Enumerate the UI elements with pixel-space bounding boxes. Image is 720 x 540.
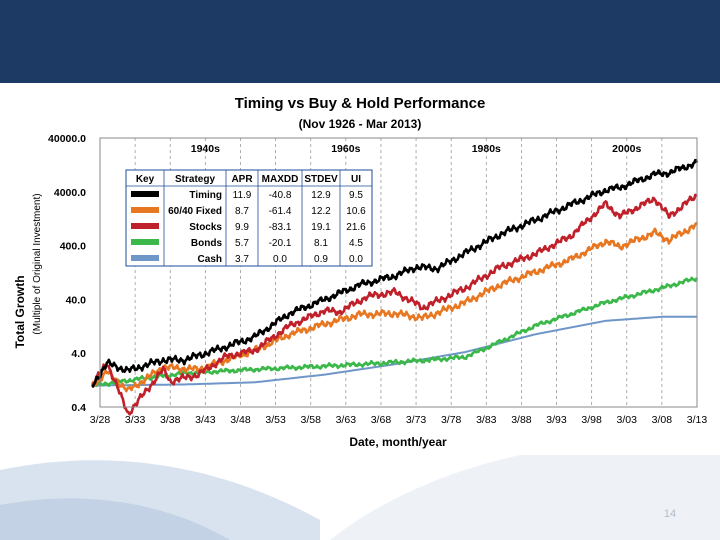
- legend-value-cell: -83.1: [269, 222, 292, 233]
- slide-header-band: [0, 0, 720, 83]
- x-tick-label: 3/98: [581, 414, 602, 426]
- legend-strategy-cell: Stocks: [189, 222, 222, 233]
- y-tick-label: 4.0: [71, 348, 86, 360]
- x-tick-label: 3/63: [336, 414, 357, 426]
- legend-value-cell: 0.9: [314, 254, 328, 265]
- legend-strategy-cell: 60/40 Fixed: [168, 206, 222, 217]
- legend-value-cell: -20.1: [269, 238, 292, 249]
- y-tick-label: 4000.0: [54, 187, 86, 199]
- chart-panel: Timing vs Buy & Hold Performance (Nov 19…: [0, 84, 708, 453]
- x-tick-label: 3/28: [90, 414, 111, 426]
- legend-header-cell: UI: [351, 174, 361, 185]
- x-tick-label: 3/33: [125, 414, 146, 426]
- legend-value-cell: 8.7: [235, 206, 249, 217]
- legend-value-cell: 11.9: [233, 190, 252, 201]
- chart-title: Timing vs Buy & Hold Performance: [235, 95, 486, 112]
- legend-value-cell: 9.9: [235, 222, 249, 233]
- legend-value-cell: 0.0: [273, 254, 287, 265]
- legend-value-cell: 0.0: [349, 254, 363, 265]
- x-tick-label: 3/58: [300, 414, 321, 426]
- x-tick-label: 3/03: [617, 414, 638, 426]
- decade-label: 1980s: [472, 143, 501, 155]
- series-line-bonds: [91, 276, 699, 388]
- legend-header-cell: APR: [231, 174, 253, 185]
- series-line-stocks: [91, 193, 698, 416]
- decade-label: 1940s: [191, 143, 220, 155]
- chart-subtitle: (Nov 1926 - Mar 2013): [299, 117, 422, 131]
- y-tick-label: 40000.0: [48, 133, 86, 145]
- y-tick-label: 400.0: [60, 241, 86, 253]
- slide-number: 14: [663, 508, 677, 520]
- legend-strategy-cell: Timing: [189, 190, 222, 201]
- legend-value-cell: 12.9: [311, 190, 331, 201]
- y-tick-label: 0.4: [71, 402, 86, 414]
- legend-key-swatch: [131, 239, 159, 245]
- series-line-cash: [92, 315, 698, 387]
- legend-value-cell: 9.5: [349, 190, 363, 201]
- legend-value-cell: 10.6: [346, 206, 366, 217]
- legend-value-cell: 21.6: [346, 222, 366, 233]
- series-line-timing: [91, 158, 699, 388]
- x-tick-label: 3/38: [160, 414, 181, 426]
- legend-header-cell: Strategy: [175, 174, 215, 185]
- x-tick-label: 3/78: [441, 414, 462, 426]
- legend-value-cell: 3.7: [235, 254, 249, 265]
- legend-value-cell: 4.5: [349, 238, 363, 249]
- legend-value-cell: -40.8: [269, 190, 292, 201]
- legend-value-cell: 19.1: [311, 222, 331, 233]
- decade-label: 1960s: [331, 143, 360, 155]
- legend-header-cell: STDEV: [304, 174, 338, 185]
- legend-value-cell: 5.7: [235, 238, 249, 249]
- x-tick-label: 3/83: [476, 414, 497, 426]
- legend-value-cell: 12.2: [311, 206, 331, 217]
- legend-header-cell: MAXDD: [262, 174, 299, 185]
- performance-chart: Timing vs Buy & Hold Performance (Nov 19…: [13, 95, 708, 449]
- x-tick-label: 3/43: [195, 414, 216, 426]
- legend-strategy-cell: Cash: [198, 254, 222, 265]
- x-tick-label: 3/73: [406, 414, 427, 426]
- legend-value-cell: 8.1: [314, 238, 328, 249]
- x-tick-label: 3/68: [371, 414, 392, 426]
- legend-strategy-cell: Bonds: [191, 238, 223, 249]
- x-tick-label: 3/93: [546, 414, 567, 426]
- y-axis-label: Total Growth: [13, 275, 27, 348]
- legend-key-swatch: [131, 207, 159, 213]
- legend-key-swatch: [131, 255, 159, 261]
- series-line-sixty_forty: [91, 222, 698, 393]
- legend-key-swatch: [131, 191, 159, 197]
- x-axis-label: Date, month/year: [349, 435, 447, 449]
- x-tick-label: 3/53: [265, 414, 286, 426]
- x-tick-label: 3/88: [511, 414, 532, 426]
- legend-value-cell: -61.4: [269, 206, 292, 217]
- x-tick-label: 3/13: [687, 414, 708, 426]
- x-tick-label: 3/48: [230, 414, 251, 426]
- legend-header-cell: Key: [136, 174, 155, 185]
- decade-label: 2000s: [612, 143, 641, 155]
- y-axis-sublabel: (Multiple of Original Investment): [32, 193, 43, 334]
- plot-frame: [99, 137, 698, 408]
- y-tick-label: 40.0: [66, 294, 87, 306]
- legend-key-swatch: [131, 223, 159, 229]
- x-tick-label: 3/08: [652, 414, 673, 426]
